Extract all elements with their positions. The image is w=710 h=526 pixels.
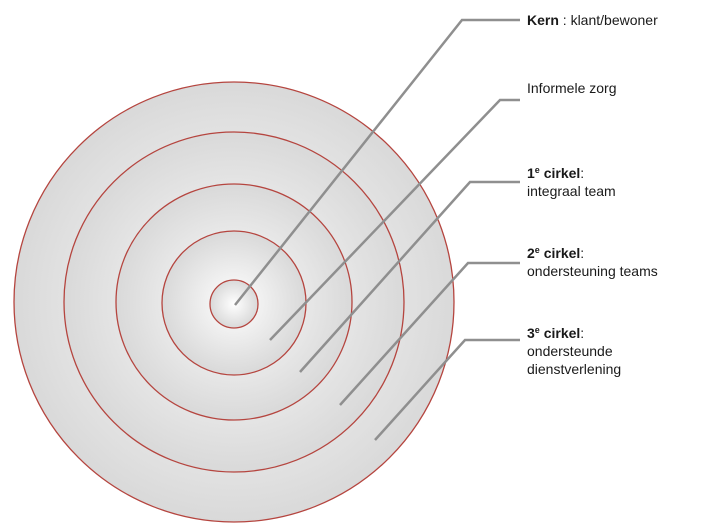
label-text: : (580, 245, 585, 261)
label-line: ondersteunde (527, 343, 613, 359)
label-bold: Kern (527, 12, 559, 28)
label-num: 3 (527, 325, 535, 341)
circle-core (209, 279, 259, 329)
label-text: Informele zorg (527, 80, 617, 96)
label: 2e cirkel: ondersteuning teams (527, 244, 658, 280)
leader-line (269, 98, 520, 341)
label-line: dienstverlening (527, 361, 622, 377)
label: 3e cirkel: ondersteunde dienstverlening (527, 324, 621, 378)
label-sup: e (534, 165, 540, 175)
label-bold: cirkel (539, 245, 581, 261)
label-text: : (580, 165, 585, 181)
label: 1e cirkel: integraal team (527, 164, 616, 200)
leader-line (339, 261, 520, 406)
label-bold: cirkel (539, 325, 581, 341)
label: Informele zorg (527, 79, 616, 97)
label-text: : (580, 325, 585, 341)
label-num: 1 (527, 165, 535, 181)
leader-line (234, 18, 520, 306)
label-line: ondersteuning teams (527, 263, 658, 279)
leader-line (374, 338, 520, 441)
leader-line (299, 180, 520, 373)
label-sup: e (534, 325, 540, 335)
label-text: : klant/bewoner (558, 12, 658, 28)
label-bold: cirkel (539, 165, 581, 181)
label-line: integraal team (527, 183, 616, 199)
label-num: 2 (527, 245, 535, 261)
label: Kern : klant/bewoner (527, 11, 658, 29)
label-sup: e (534, 245, 540, 255)
